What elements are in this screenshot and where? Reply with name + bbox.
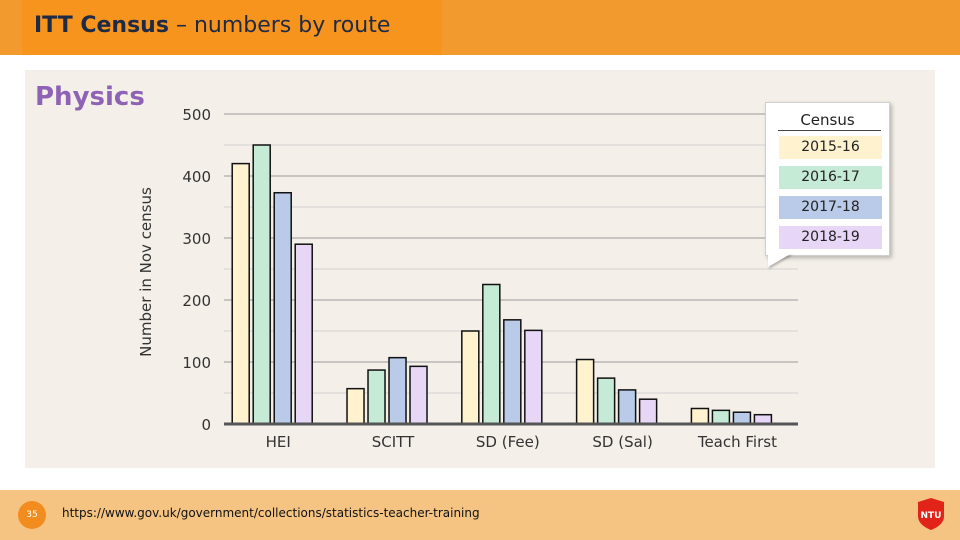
legend-title: Census [800, 111, 855, 129]
y-tick-label: 400 [182, 168, 211, 186]
bar-2018-19 [524, 329, 543, 425]
bar-2016-17 [596, 377, 616, 425]
legend-callout-pointer [768, 253, 792, 267]
x-tick-label: SD (Sal) [592, 433, 652, 451]
subject-label: Physics [35, 82, 145, 112]
bar-2017-18 [503, 319, 522, 425]
page-title-rest: – numbers by route [168, 13, 391, 38]
bar-2015-16 [575, 358, 595, 425]
bar-2017-18 [617, 389, 637, 425]
page-number: 35 [18, 501, 46, 529]
y-tick-label: 100 [182, 354, 211, 372]
ntu-logo-text: NTU [921, 511, 942, 521]
x-tick-label: SCITT [372, 433, 415, 451]
legend-item-2018-19: 2018-19 [779, 226, 882, 249]
page-title-bold: ITT Census [34, 13, 169, 38]
bar-2016-17 [482, 283, 501, 425]
title-bar [0, 0, 960, 55]
bar-2017-18 [273, 191, 292, 425]
legend-item-2015-16: 2015-16 [779, 136, 882, 159]
y-tick-label: 300 [182, 230, 211, 248]
legend-item-2016-17: 2016-17 [779, 166, 882, 189]
bar-2016-17 [711, 409, 731, 425]
ntu-logo: NTU [918, 498, 944, 530]
y-tick-label: 0 [201, 416, 211, 434]
bar-2015-16 [231, 162, 250, 425]
bar-2017-18 [732, 411, 752, 425]
x-tick-label: Teach First [697, 433, 777, 451]
x-tick-label: HEI [266, 433, 291, 451]
source-link[interactable]: https://www.gov.uk/government/collection… [62, 506, 480, 520]
legend-divider [778, 130, 881, 131]
y-tick-label: 200 [182, 292, 211, 310]
bar-2018-19 [638, 398, 658, 425]
title-bar-accent [22, 0, 442, 55]
bar-2016-17 [367, 369, 386, 425]
bar-2018-19 [294, 243, 313, 425]
bar-2018-19 [409, 365, 428, 425]
bar-2016-17 [252, 144, 271, 425]
bar-2015-16 [461, 330, 480, 425]
footer-bar [0, 490, 960, 540]
bar-2015-16 [346, 387, 365, 425]
page-title: ITT Census – numbers by route [34, 13, 390, 38]
legend: Census 2015-16 2016-17 2017-18 2018-19 [765, 102, 890, 256]
x-tick-label: SD (Fee) [476, 433, 540, 451]
bar-2017-18 [388, 356, 407, 425]
y-tick-label: 500 [182, 106, 211, 124]
bar-2015-16 [690, 407, 710, 425]
legend-item-2017-18: 2017-18 [779, 196, 882, 219]
